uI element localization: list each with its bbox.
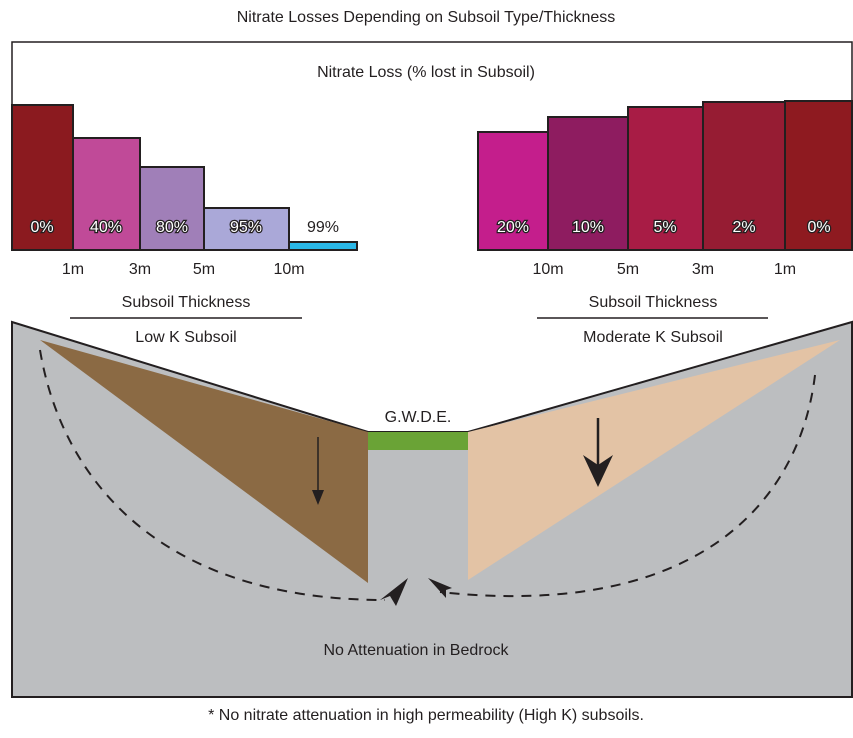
bar: [702, 101, 786, 251]
gwde-label: G.W.D.E.: [385, 409, 452, 426]
bar: [72, 137, 141, 251]
gwde-strip: [368, 432, 468, 450]
subsoil-label: Low K Subsoil: [135, 329, 236, 346]
thickness-label: 3m: [692, 261, 714, 278]
low-k-wedge: [40, 340, 368, 583]
moderate-k-bars: [477, 100, 853, 251]
axis-title: Subsoil Thickness: [122, 294, 251, 311]
bar: [139, 166, 205, 251]
bar: [288, 241, 358, 251]
thickness-label: 5m: [617, 261, 639, 278]
bar-label: 80%: [156, 219, 188, 236]
thickness-label: 10m: [532, 261, 563, 278]
flow-path: [39, 349, 386, 601]
arrow-head: [583, 455, 613, 487]
bar: [627, 106, 704, 251]
footnote: * No nitrate attenuation in high permeab…: [208, 707, 644, 724]
bar-label: 95%: [230, 219, 262, 236]
bar-label: 99%: [307, 219, 339, 236]
thickness-label: 3m: [129, 261, 151, 278]
bar-label: 0%: [807, 219, 830, 236]
bar-label: 0%: [30, 219, 53, 236]
thickness-label: 1m: [774, 261, 796, 278]
subsoil-label: Moderate K Subsoil: [583, 329, 723, 346]
arrow-head: [380, 578, 408, 606]
thickness-label: 10m: [273, 261, 304, 278]
axis-title: Subsoil Thickness: [589, 294, 718, 311]
bar-label: 2%: [732, 219, 755, 236]
bedrock-label: No Attenuation in Bedrock: [323, 642, 509, 659]
bar: [784, 100, 853, 251]
title: Nitrate Losses Depending on Subsoil Type…: [237, 9, 616, 26]
bar-label: 20%: [497, 219, 529, 236]
bar-label: 5%: [653, 219, 676, 236]
bar-label: 10%: [572, 219, 604, 236]
thickness-label: 1m: [62, 261, 84, 278]
moderate-k-wedge: [468, 340, 840, 580]
bar-label: 40%: [90, 219, 122, 236]
panel-title: Nitrate Loss (% lost in Subsoil): [317, 64, 535, 81]
thickness-label: 5m: [193, 261, 215, 278]
arrow-head: [428, 578, 452, 598]
arrow-head: [312, 490, 324, 505]
